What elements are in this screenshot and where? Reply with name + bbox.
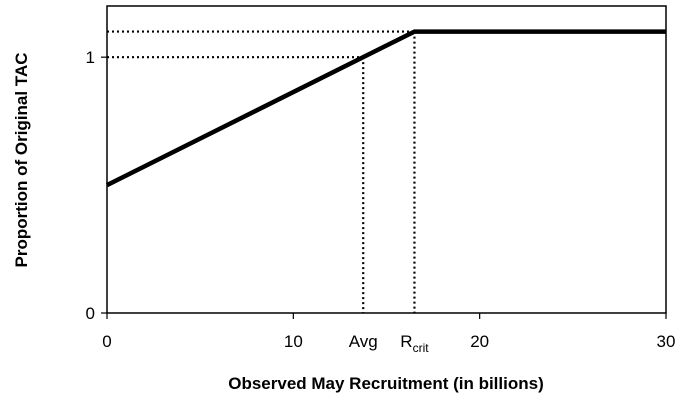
reference-label: Avg (349, 332, 378, 351)
plot-frame (106, 5, 667, 314)
x-tick-label: 20 (470, 332, 489, 351)
reference-label: Rcrit (400, 332, 429, 355)
reference-label-sub: crit (413, 341, 430, 355)
x-tick-label: 10 (284, 332, 303, 351)
x-tick-label: 0 (102, 332, 111, 351)
reference-label-main: R (400, 332, 412, 351)
x-axis-title: Observed May Recruitment (in billions) (228, 374, 544, 393)
y-axis-title: Proportion of Original TAC (12, 53, 31, 268)
x-tick-label: 30 (657, 332, 676, 351)
y-tick-label: 1 (86, 48, 95, 67)
data-line (105, 29, 666, 188)
reference-label-main: Avg (349, 332, 378, 351)
y-tick-label: 0 (86, 304, 95, 323)
